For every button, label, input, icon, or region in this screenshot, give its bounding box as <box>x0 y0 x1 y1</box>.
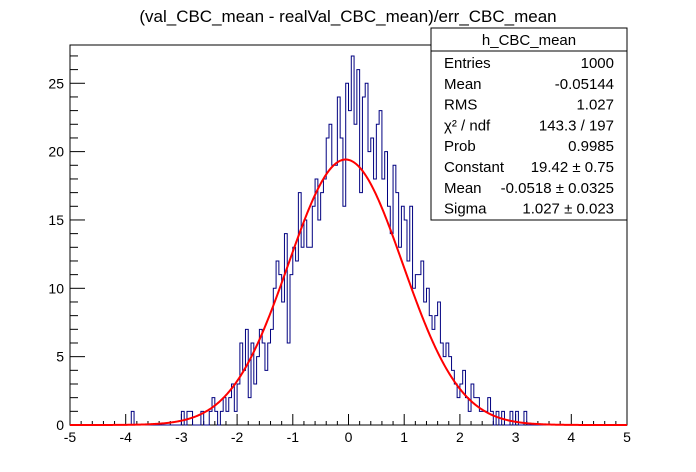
y-tick-label: 20 <box>48 144 64 160</box>
stat-value: 19.42 ± 0.75 <box>531 159 614 176</box>
y-tick-label: 0 <box>56 417 64 433</box>
stat-value: -0.05144 <box>555 76 614 93</box>
stat-value: 1.027 <box>576 97 614 114</box>
x-tick-label: -5 <box>64 429 77 445</box>
stat-value: 143.3 / 197 <box>539 117 614 134</box>
x-tick-label: 4 <box>567 429 575 445</box>
stat-label: Prob <box>444 138 476 155</box>
stat-label: Sigma <box>444 201 487 218</box>
stat-label: Entries <box>444 55 491 72</box>
stat-label: Constant <box>444 159 505 176</box>
y-tick-label: 5 <box>56 349 64 365</box>
stat-label: Mean <box>444 76 482 93</box>
stats-box: h_CBC_mean Entries 1000 Mean -0.05144 RMS 1.0… <box>430 27 628 221</box>
stat-label: RMS <box>444 97 477 114</box>
x-tick-label: 1 <box>400 429 408 445</box>
x-tick-label: 2 <box>456 429 464 445</box>
x-tick-label: 5 <box>623 429 631 445</box>
x-tick-label: 3 <box>512 429 520 445</box>
fit-layer <box>70 158 627 426</box>
stat-value: 0.9985 <box>568 138 614 155</box>
x-tick-label: -3 <box>175 429 188 445</box>
stat-value: 1.027 ± 0.023 <box>522 201 614 218</box>
gaussian-fit-curve <box>70 158 627 426</box>
x-tick-label: -1 <box>287 429 300 445</box>
stats-box-rows: Entries 1000 Mean -0.05144 RMS 1.027 χ² / ndf 1… <box>444 55 614 218</box>
y-tick-label: 15 <box>48 212 64 228</box>
stat-value: -0.0518 ± 0.0325 <box>501 180 614 197</box>
stats-box-frame <box>430 27 628 221</box>
chart-title: (val_CBC_mean - realVal_CBC_mean)/err_CB… <box>139 7 556 26</box>
y-tick-label: 25 <box>48 75 64 91</box>
x-tick-label: -2 <box>231 429 244 445</box>
x-tick-label: 0 <box>345 429 353 445</box>
stat-label: χ² / ndf <box>444 117 491 134</box>
x-axis: -5 -4 -3 -2 -1 0 1 2 3 4 5 <box>64 414 631 445</box>
stat-value: 1000 <box>581 55 614 72</box>
stat-label: Mean <box>444 180 482 197</box>
stats-box-title: h_CBC_mean <box>482 32 576 49</box>
y-axis: 0 5 10 15 20 25 <box>48 55 85 433</box>
x-tick-label: -4 <box>119 429 132 445</box>
y-tick-label: 10 <box>48 280 64 296</box>
